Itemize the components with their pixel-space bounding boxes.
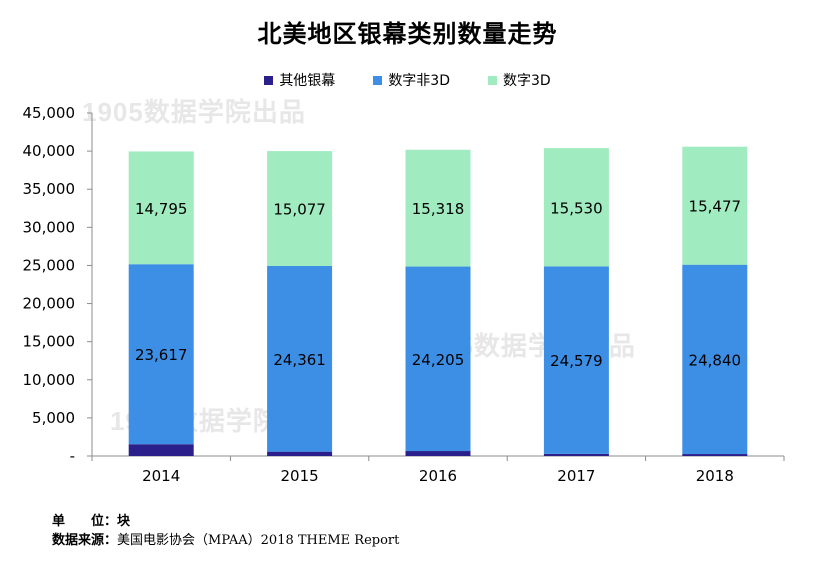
chart-legend: 其他银幕 数字非3D 数字3D <box>0 70 815 90</box>
x-tick-label: 2014 <box>142 467 180 485</box>
bar-segment <box>405 149 471 267</box>
bar-segment <box>267 265 333 452</box>
legend-swatch-digital-2d <box>373 75 383 85</box>
source-note: 数据来源：美国电影协会（MPAA）2018 THEME Report <box>52 529 399 548</box>
bar-segment <box>128 444 194 456</box>
y-tick-label: 5,000 <box>32 409 75 427</box>
y-tick-label: 20,000 <box>23 295 76 313</box>
x-tick-label: 2018 <box>696 467 734 485</box>
unit-label: 单 位： <box>52 514 118 529</box>
x-tick-label: 2016 <box>419 467 457 485</box>
y-tick-label: 30,000 <box>23 218 76 236</box>
bar-segment <box>543 148 609 267</box>
y-tick-label: 40,000 <box>23 142 76 160</box>
stacked-bar-chart: - 5,000 10,000 15,000 20,000 25,000 30,000 35,0… <box>23 104 785 485</box>
chart-title: 北美地区银幕类别数量走势 <box>257 20 558 48</box>
bar-segment <box>405 451 471 456</box>
bar-segment <box>682 454 748 456</box>
x-tick-label: 2017 <box>557 467 595 485</box>
data-label: 24,579 <box>550 352 603 370</box>
bar-segment <box>267 451 333 456</box>
y-tick-label: 35,000 <box>23 180 76 198</box>
unit-value: 块 <box>117 514 131 529</box>
data-label: 15,077 <box>273 201 326 219</box>
data-label: 23,617 <box>135 346 188 364</box>
bar-segment <box>543 453 609 456</box>
legend-swatch-other <box>264 75 274 85</box>
bar-segment <box>543 266 609 454</box>
x-tick-label: 2015 <box>281 467 319 485</box>
bar-segment <box>405 266 471 452</box>
data-label: 24,840 <box>689 351 742 369</box>
legend-item-digital-2d: 数字非3D <box>373 70 450 90</box>
bar-segment <box>682 264 748 455</box>
watermark: 1905数据学院出品 <box>82 97 306 127</box>
legend-item-digital-3d: 数字3D <box>488 70 551 90</box>
bar-segment <box>128 264 194 445</box>
source-label: 数据来源： <box>52 533 118 548</box>
bar-segment <box>267 151 333 266</box>
y-tick-label: - <box>70 447 75 465</box>
y-tick-label: 45,000 <box>23 104 76 122</box>
data-label: 24,205 <box>412 351 465 369</box>
y-tick-label: 15,000 <box>23 333 76 351</box>
data-label: 15,318 <box>412 200 465 218</box>
data-label: 24,361 <box>273 351 326 369</box>
legend-label-digital-3d: 数字3D <box>503 73 551 89</box>
data-label: 14,795 <box>135 200 188 218</box>
bar-segment <box>682 146 748 265</box>
legend-item-other: 其他银幕 <box>264 70 335 90</box>
y-tick-label: 10,000 <box>23 371 76 389</box>
legend-label-other: 其他银幕 <box>279 73 336 89</box>
legend-swatch-digital-3d <box>488 75 497 85</box>
data-label: 15,477 <box>689 198 742 216</box>
bar-segment <box>128 151 194 265</box>
source-value: 美国电影协会（MPAA）2018 THEME Report <box>117 533 400 548</box>
data-label: 15,530 <box>550 199 603 217</box>
unit-note: 单 位：块 <box>52 510 130 529</box>
y-tick-label: 25,000 <box>23 256 76 274</box>
legend-label-digital-2d: 数字非3D <box>388 73 450 89</box>
